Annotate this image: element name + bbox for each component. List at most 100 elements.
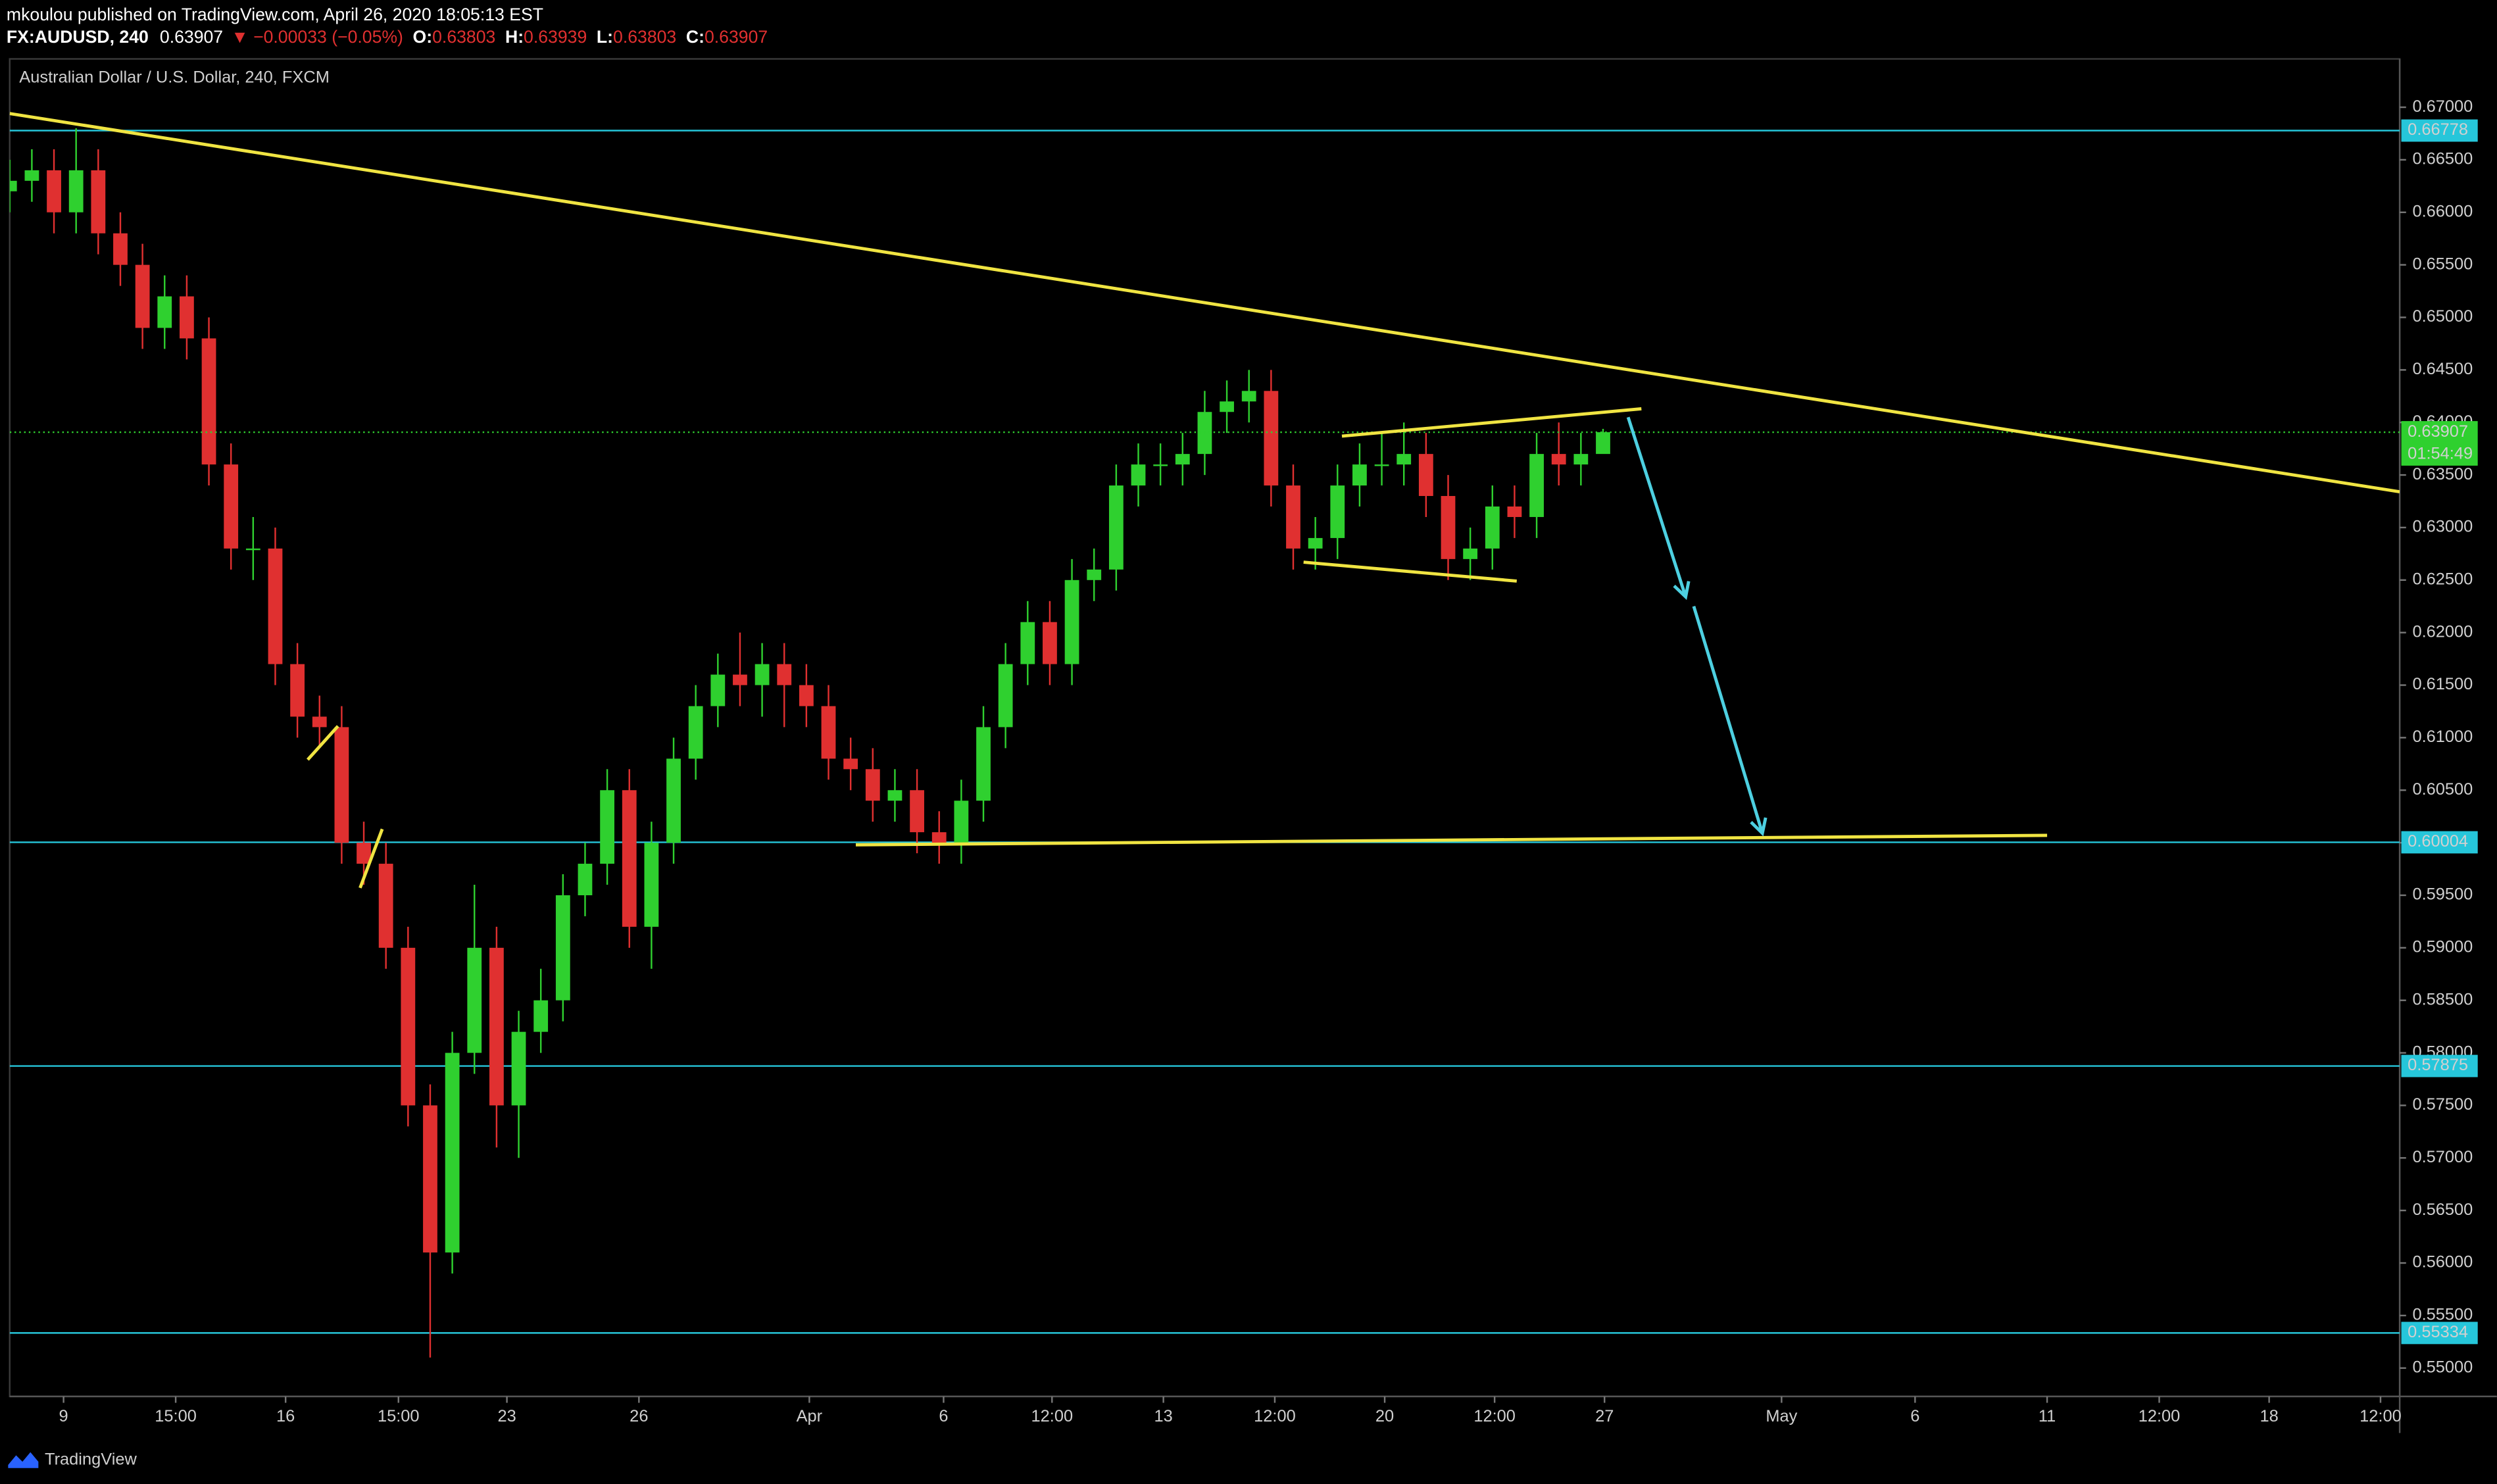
candle-body bbox=[533, 1000, 549, 1032]
candle-body bbox=[1131, 464, 1146, 486]
ohlc-label: L: bbox=[597, 27, 613, 47]
logo-icon bbox=[8, 1452, 39, 1468]
symbol-line: FX:AUDUSD, 240 0.63907 ▼ −0.00033 (−0.05… bbox=[7, 27, 768, 47]
ohlc-label: O: bbox=[413, 27, 433, 47]
candle-body bbox=[998, 664, 1013, 728]
ohlc-label: H: bbox=[505, 27, 524, 47]
candle-body bbox=[1352, 464, 1367, 486]
x-tick-label: 11 bbox=[2039, 1407, 2056, 1425]
candle-body bbox=[821, 706, 836, 759]
candle-body bbox=[1596, 432, 1610, 455]
candle-body bbox=[201, 338, 216, 465]
y-tick-label: 0.55000 bbox=[2412, 1358, 2473, 1376]
symbol: FX:AUDUSD, 240 bbox=[7, 27, 149, 47]
chart-title: Australian Dollar / U.S. Dollar, 240, FX… bbox=[19, 68, 330, 86]
candle-body bbox=[1374, 464, 1389, 466]
candle-body bbox=[9, 180, 17, 191]
candle-body bbox=[290, 664, 305, 717]
candle-body bbox=[489, 947, 504, 1106]
y-tick-label: 0.56000 bbox=[2412, 1253, 2473, 1272]
level-label-box bbox=[2401, 1054, 2478, 1077]
candle-body bbox=[157, 296, 172, 328]
level-label: 0.57875 bbox=[2408, 1056, 2468, 1074]
y-tick-label: 0.57500 bbox=[2412, 1095, 2473, 1114]
arrow bbox=[1626, 416, 1691, 601]
candle-body bbox=[1308, 537, 1323, 549]
x-tick-label: 9 bbox=[59, 1407, 68, 1425]
candle-body bbox=[555, 895, 570, 1001]
countdown: 01:54:49 bbox=[2408, 445, 2473, 463]
candle-body bbox=[710, 674, 726, 706]
candle-body bbox=[135, 264, 150, 328]
ohlc-value: 0.63907 bbox=[705, 27, 768, 47]
candle-body bbox=[224, 464, 239, 549]
candle-body bbox=[1441, 496, 1456, 559]
change: ▼ −0.00033 (−0.05%) bbox=[231, 27, 403, 47]
x-tick-label: 15:00 bbox=[378, 1407, 420, 1425]
candle-body bbox=[1175, 454, 1190, 465]
y-tick-label: 0.64500 bbox=[2412, 360, 2473, 378]
candle-body bbox=[976, 727, 991, 801]
candle-body bbox=[644, 843, 659, 927]
candle-body bbox=[1264, 391, 1279, 486]
ohlc-value: 0.63803 bbox=[613, 27, 676, 47]
candle-body bbox=[1573, 454, 1589, 465]
ohlc-value: 0.63939 bbox=[524, 27, 587, 47]
x-tick-label: 15:00 bbox=[155, 1407, 197, 1425]
candle-body bbox=[511, 1031, 526, 1106]
candle-body bbox=[622, 790, 637, 927]
x-tick-label: 27 bbox=[1595, 1407, 1614, 1425]
y-tick-label: 0.57000 bbox=[2412, 1148, 2473, 1166]
candle-body bbox=[1286, 485, 1300, 549]
y-tick-label: 0.65500 bbox=[2412, 255, 2473, 273]
y-tick-label: 0.62000 bbox=[2412, 622, 2473, 641]
candle-body bbox=[1220, 401, 1234, 412]
x-tick-label: 23 bbox=[497, 1407, 516, 1425]
candle-body bbox=[1397, 454, 1412, 465]
candle-body bbox=[1485, 506, 1500, 549]
x-tick-label: Apr bbox=[797, 1407, 823, 1425]
y-tick-label: 0.60500 bbox=[2412, 780, 2473, 799]
candle-body bbox=[68, 170, 84, 212]
candle-body bbox=[843, 758, 858, 770]
candle-body bbox=[445, 1052, 460, 1253]
level-label-box bbox=[2401, 1322, 2478, 1345]
candle-body bbox=[931, 832, 947, 843]
candle-body bbox=[1418, 454, 1433, 497]
candle-body bbox=[1153, 464, 1168, 466]
candle-body bbox=[357, 843, 371, 864]
candle-body bbox=[467, 947, 482, 1053]
candle-body bbox=[378, 864, 393, 948]
candle-body bbox=[1064, 580, 1079, 664]
brand: TradingView bbox=[45, 1450, 137, 1468]
plot-area bbox=[9, 112, 2400, 1358]
level-label: 0.60004 bbox=[2408, 832, 2468, 851]
candle-body bbox=[180, 296, 194, 339]
x-tick-label: 12:00 bbox=[2139, 1407, 2181, 1425]
candle-body bbox=[1043, 622, 1057, 664]
candle-body bbox=[1551, 454, 1566, 465]
candle-body bbox=[1507, 506, 1522, 517]
y-tick-label: 0.65000 bbox=[2412, 307, 2473, 326]
y-tick-label: 0.61500 bbox=[2412, 675, 2473, 693]
candle-body bbox=[1108, 485, 1124, 570]
candle-body bbox=[666, 758, 681, 843]
level-label: 0.55334 bbox=[2408, 1323, 2468, 1341]
y-tick-label: 0.61000 bbox=[2412, 728, 2473, 746]
candle-body bbox=[312, 716, 327, 728]
x-tick-label: 12:00 bbox=[1254, 1407, 1296, 1425]
x-tick-label: 18 bbox=[2260, 1407, 2278, 1425]
trendline bbox=[855, 833, 2048, 847]
ohlc-label: C: bbox=[686, 27, 705, 47]
ohlc-value: 0.63803 bbox=[432, 27, 495, 47]
trendline bbox=[1341, 407, 1642, 438]
level-label-box bbox=[2401, 119, 2478, 142]
trendline bbox=[358, 828, 384, 889]
candle-body bbox=[113, 233, 128, 265]
candle-body bbox=[600, 790, 614, 864]
candle-body bbox=[865, 769, 880, 801]
candle-body bbox=[887, 790, 902, 801]
